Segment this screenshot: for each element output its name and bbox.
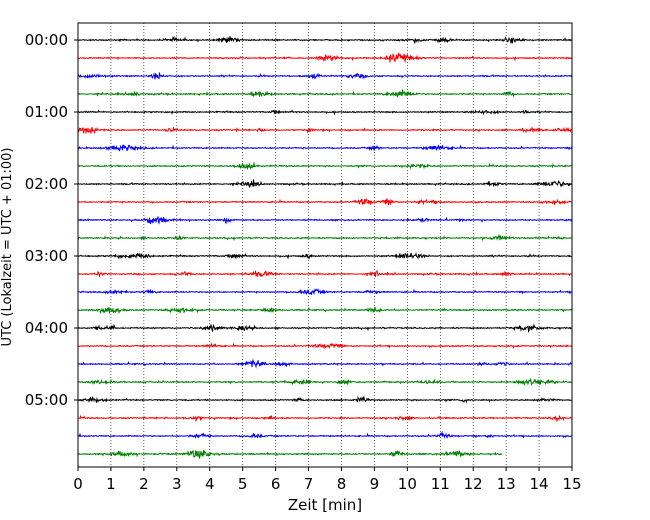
- trace-row-0330: [77, 287, 573, 296]
- x-tick-label: 11: [431, 475, 450, 493]
- trace-row-0115: [77, 126, 573, 135]
- x-tick-label: 7: [304, 475, 314, 493]
- trace-row-0200: [77, 179, 573, 188]
- x-tick-label: 8: [337, 475, 347, 493]
- trace-row-0245: [77, 233, 573, 242]
- y-tick-label: 01:00: [25, 103, 68, 121]
- x-tick-label: 0: [73, 475, 83, 493]
- trace-row-0515: [77, 414, 573, 423]
- trace-row-0015: [77, 52, 573, 63]
- x-ticks: 0 1 2 3 4 5 6 7 8 9 10 11 12 13 14 15: [73, 467, 582, 493]
- y-tick-label: 03:00: [25, 247, 68, 265]
- trace-row-0130: [77, 144, 573, 152]
- trace-row-0145: [77, 162, 573, 170]
- x-tick-label: 15: [562, 475, 581, 493]
- trace-row-0230: [77, 216, 573, 225]
- trace-row-0400: [77, 323, 573, 333]
- y-tick-label: 05:00: [25, 391, 68, 409]
- x-tick-label: 14: [530, 475, 549, 493]
- trace-row-0215: [77, 198, 573, 206]
- trace-row-0545: [77, 449, 503, 459]
- trace-rows: [77, 35, 573, 459]
- y-tick-label: 02:00: [25, 175, 68, 193]
- trace-row-0315: [77, 269, 573, 278]
- trace-row-0030: [77, 72, 573, 80]
- x-tick-label: 6: [271, 475, 281, 493]
- trace-row-0100: [77, 109, 573, 116]
- y-axis-label: UTC (Lokalzeit = UTC + 01:00): [0, 148, 15, 347]
- plot-frame: [77, 22, 573, 468]
- y-tick-label: 00:00: [25, 31, 68, 49]
- trace-row-0415: [77, 342, 573, 350]
- trace-row-0045: [77, 89, 573, 98]
- x-tick-label: 10: [398, 475, 417, 493]
- x-tick-label: 1: [106, 475, 116, 493]
- trace-row-0345: [77, 306, 573, 315]
- x-tick-label: 5: [238, 475, 248, 493]
- trace-row-0000: [77, 35, 573, 45]
- x-tick-label: 3: [172, 475, 182, 493]
- x-tick-label: 13: [497, 475, 516, 493]
- trace-row-0445: [77, 378, 573, 387]
- x-tick-label: 4: [205, 475, 215, 493]
- trace-row-0430: [77, 358, 573, 369]
- y-ticks: 00:00 01:00 02:00 03:00 04:00 05:00: [25, 31, 78, 409]
- y-tick-label: 04:00: [25, 319, 68, 337]
- x-tick-label: 12: [464, 475, 483, 493]
- trace-row-0530: [77, 430, 572, 439]
- trace-row-0300: [77, 251, 573, 260]
- x-tick-label: 9: [370, 475, 380, 493]
- x-tick-label: 2: [139, 475, 149, 493]
- grid-lines: [110, 23, 540, 467]
- x-axis-label: Zeit [min]: [288, 496, 362, 514]
- trace-row-0500: [77, 395, 573, 404]
